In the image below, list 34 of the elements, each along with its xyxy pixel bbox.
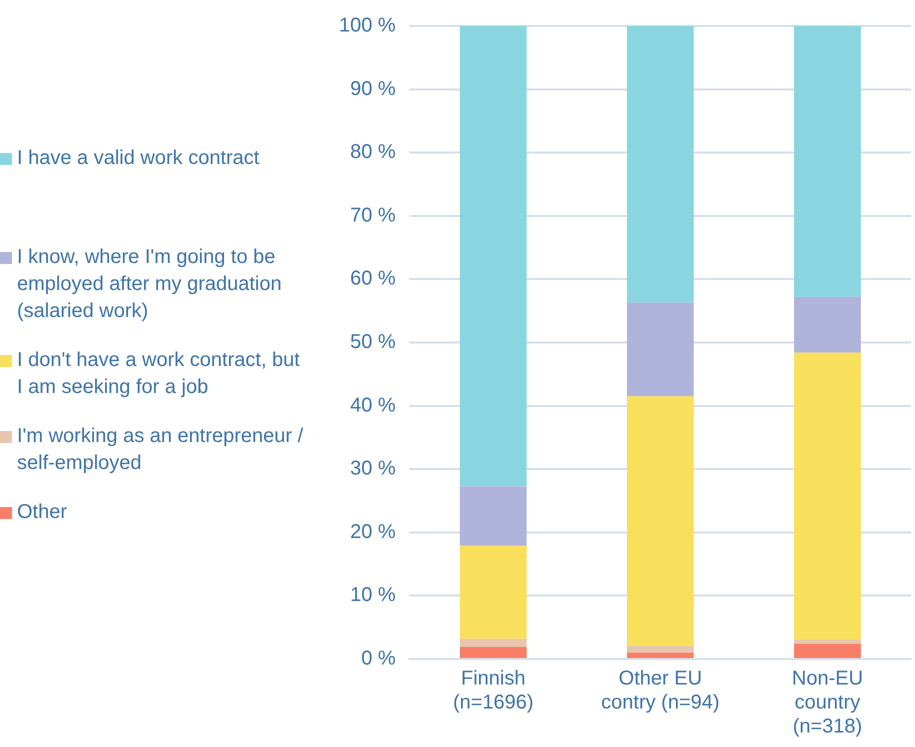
x-tick-label: Non-EU country (n=318) [792, 668, 864, 738]
y-tick-label: 40 % [350, 394, 396, 416]
y-tick-label: 20 % [350, 520, 396, 543]
y-tick-label: 60 % [350, 268, 396, 290]
bar [626, 396, 694, 646]
legend-label: I'm working as an entrepreneur / self-employed [17, 424, 304, 476]
legend-label: I don't have a work contract, but I am seeking for a job [17, 348, 301, 400]
bar [626, 646, 694, 653]
y-tick-label: 10 % [350, 584, 396, 606]
y-tick-label: 90 % [350, 78, 396, 100]
legend-label: Other [17, 500, 68, 525]
bar [460, 486, 527, 546]
y-tick-label: 70 % [350, 204, 396, 226]
legend-label: I know, where I'm going to be employed after my graduation (salaried work) [17, 245, 283, 324]
y-tick-label: 30 % [350, 458, 396, 480]
bar [460, 546, 527, 639]
bar [626, 652, 694, 658]
x-tick-label: Finnish (n=1696) [452, 668, 534, 714]
y-tick-label: 100 % [338, 14, 396, 37]
bar [794, 639, 861, 644]
bar [626, 26, 694, 303]
x-tick-label: Other EU contry (n=94) [601, 668, 720, 714]
bar [626, 302, 694, 396]
y-tick-label: 80 % [350, 141, 396, 164]
bar [794, 296, 861, 353]
y-tick-label: 0 % [361, 648, 396, 670]
bar [460, 638, 527, 647]
bar [794, 644, 861, 658]
legend-label: I have a valid work contract [17, 146, 260, 171]
y-tick-label: 50 % [350, 331, 396, 354]
bar [460, 26, 527, 486]
bar [460, 646, 527, 658]
bar [794, 26, 861, 297]
bar [794, 352, 861, 640]
